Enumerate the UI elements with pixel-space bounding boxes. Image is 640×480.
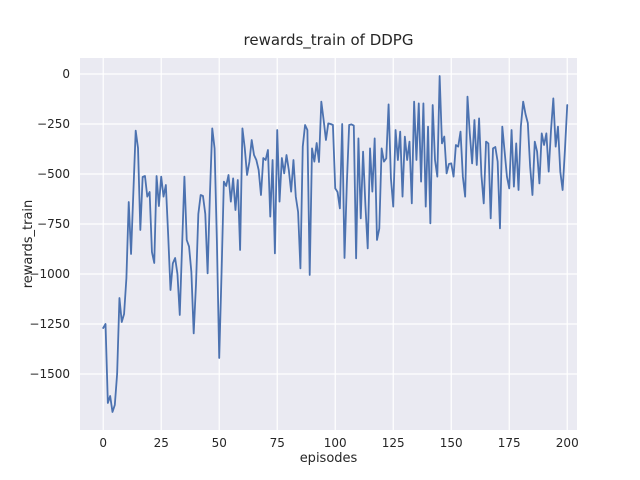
x-tick-label: 125 (381, 436, 405, 450)
y-tick-label: −750 (37, 217, 70, 231)
y-tick-label: 0 (62, 67, 70, 81)
plot-area (80, 58, 577, 430)
line-chart-svg (80, 58, 577, 430)
y-tick-label: −1250 (29, 317, 70, 331)
y-tick-label: −500 (37, 167, 70, 181)
x-tick-label: 75 (269, 436, 285, 450)
x-tick-label: 150 (439, 436, 463, 450)
x-tick-label: 0 (99, 436, 107, 450)
x-tick-label: 25 (153, 436, 169, 450)
x-axis-title: episodes (299, 451, 358, 466)
y-tick-label: −1000 (29, 267, 70, 281)
y-axis-title: rewards_train (21, 199, 36, 289)
chart-title: rewards_train of DDPG (243, 31, 414, 49)
series-line-rewards-train (102, 75, 569, 413)
y-tick-label: −250 (37, 117, 70, 131)
y-tick-label: −1500 (29, 367, 70, 381)
x-tick-label: 50 (211, 436, 227, 450)
x-tick-label: 100 (323, 436, 347, 450)
x-tick-label: 200 (555, 436, 579, 450)
x-tick-label: 175 (497, 436, 521, 450)
